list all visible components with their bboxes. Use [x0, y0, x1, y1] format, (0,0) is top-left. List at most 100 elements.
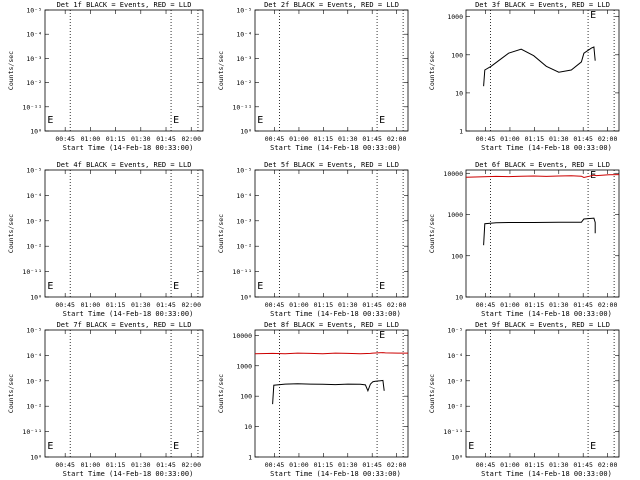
e-marker: E	[173, 281, 179, 292]
y-tick-label: 10⁰	[451, 454, 463, 462]
x-tick-label: 01:30	[549, 461, 569, 469]
y-tick-label: 1	[248, 454, 252, 462]
y-axis-label: Counts/sec	[428, 214, 436, 253]
x-tick-label: 01:30	[549, 135, 569, 143]
y-tick-label: 10⁻⁵	[236, 167, 252, 175]
y-tick-label: 10⁻³	[26, 55, 42, 63]
y-tick-label: 10⁰	[30, 454, 42, 462]
chart-title: Det 4f BLACK = Events, RED = LLD	[57, 161, 192, 169]
x-tick-label: 01:45	[573, 301, 593, 309]
x-tick-label: 01:30	[338, 135, 358, 143]
y-tick-label: 10⁻¹¹	[232, 103, 252, 111]
x-tick-label: 01:00	[500, 301, 520, 309]
y-axis-label: Counts/sec	[7, 214, 15, 253]
x-tick-label: 01:00	[289, 301, 309, 309]
x-tick-label: 02:00	[387, 135, 407, 143]
series-line	[254, 352, 408, 355]
x-axis-label: Start Time (14-Feb-18 00:33:00)	[63, 310, 194, 318]
x-tick-label: 02:00	[181, 135, 201, 143]
y-tick-label: 1000	[447, 13, 463, 21]
e-marker: E	[47, 281, 53, 292]
e-marker: E	[173, 115, 179, 126]
plot-frame	[465, 329, 620, 458]
e-marker: E	[47, 115, 53, 126]
y-tick-label: 10⁻⁵	[26, 7, 42, 15]
y-tick-label: 10⁻²	[447, 403, 463, 411]
x-tick-label: 01:45	[362, 461, 382, 469]
y-axis-label: Counts/sec	[217, 51, 225, 90]
y-tick-label: 10⁻²	[236, 79, 252, 87]
plot-frame	[44, 329, 204, 458]
chart-title: Det 7f BLACK = Events, RED = LLD	[57, 321, 192, 329]
x-tick-label: 01:30	[131, 461, 151, 469]
y-tick-label: 10⁻³	[236, 217, 252, 225]
x-tick-label: 01:45	[362, 301, 382, 309]
x-axis-label: Start Time (14-Feb-18 00:33:00)	[270, 310, 401, 318]
plot-frame	[254, 329, 409, 458]
y-tick-label: 10⁻²	[26, 403, 42, 411]
y-tick-label: 10⁰	[240, 294, 252, 302]
x-tick-label: 00:45	[265, 461, 285, 469]
x-tick-label: 01:30	[338, 461, 358, 469]
x-tick-label: 00:45	[55, 461, 75, 469]
x-tick-label: 01:15	[314, 135, 334, 143]
x-tick-label: 01:15	[106, 461, 126, 469]
y-axis-label: Counts/sec	[428, 51, 436, 90]
e-marker: E	[590, 10, 596, 21]
y-tick-label: 10⁻²	[26, 243, 42, 251]
y-tick-label: 10⁻⁴	[236, 31, 252, 39]
chart-panel: Det 3f BLACK = Events, RED = LLD Counts/s…	[428, 1, 620, 152]
series-line	[272, 379, 385, 405]
plot-frame	[465, 9, 620, 132]
y-tick-label: 10⁻⁴	[26, 31, 42, 39]
x-tick-label: 00:45	[55, 135, 75, 143]
e-marker: E	[379, 330, 385, 341]
x-tick-label: 02:00	[598, 301, 618, 309]
y-tick-label: 10⁰	[30, 128, 42, 136]
x-axis-label: Start Time (14-Feb-18 00:33:00)	[481, 310, 612, 318]
x-tick-label: 02:00	[181, 461, 201, 469]
x-tick-label: 01:45	[156, 135, 176, 143]
series-line	[483, 46, 596, 87]
chart-panel: Det 4f BLACK = Events, RED = LLD Counts/s…	[7, 161, 204, 318]
y-tick-label: 10000	[443, 170, 463, 178]
plot-frame	[44, 9, 204, 132]
x-tick-label: 02:00	[598, 461, 618, 469]
chart-panel: Det 6f BLACK = Events, RED = LLD Counts/s…	[428, 161, 620, 318]
x-tick-label: 00:45	[476, 461, 496, 469]
y-axis-label: Counts/sec	[217, 214, 225, 253]
x-tick-label: 01:00	[289, 461, 309, 469]
y-tick-label: 10⁻¹¹	[22, 268, 42, 276]
plot-frame	[254, 9, 409, 132]
x-tick-label: 01:45	[156, 301, 176, 309]
x-tick-label: 01:00	[81, 301, 101, 309]
x-tick-label: 00:45	[55, 301, 75, 309]
x-tick-label: 01:15	[314, 301, 334, 309]
x-tick-label: 00:45	[476, 301, 496, 309]
y-tick-label: 10⁻⁴	[26, 352, 42, 360]
chart-title: Det 2f BLACK = Events, RED = LLD	[264, 1, 399, 9]
y-tick-label: 1000	[447, 211, 463, 219]
e-marker: E	[468, 441, 474, 452]
e-marker: E	[590, 441, 596, 452]
y-tick-label: 10⁻⁵	[26, 167, 42, 175]
y-tick-label: 10⁻¹¹	[232, 268, 252, 276]
y-tick-label: 10⁻²	[236, 243, 252, 251]
x-tick-label: 02:00	[387, 461, 407, 469]
x-tick-label: 01:15	[525, 461, 545, 469]
chart-panel: Det 8f BLACK = Events, RED = LLD Counts/s…	[217, 321, 409, 478]
y-tick-label: 10⁻⁴	[236, 192, 252, 200]
x-tick-label: 02:00	[387, 301, 407, 309]
y-tick-label: 10⁻³	[447, 377, 463, 385]
x-tick-label: 01:15	[525, 135, 545, 143]
x-tick-label: 01:00	[500, 461, 520, 469]
y-tick-label: 10	[244, 423, 252, 431]
y-tick-label: 10⁻³	[236, 55, 252, 63]
x-axis-label: Start Time (14-Feb-18 00:33:00)	[481, 470, 612, 478]
x-tick-label: 01:00	[289, 135, 309, 143]
plot-frame	[44, 169, 204, 298]
x-tick-label: 02:00	[598, 135, 618, 143]
x-tick-label: 01:30	[131, 301, 151, 309]
x-axis-label: Start Time (14-Feb-18 00:33:00)	[63, 144, 194, 152]
